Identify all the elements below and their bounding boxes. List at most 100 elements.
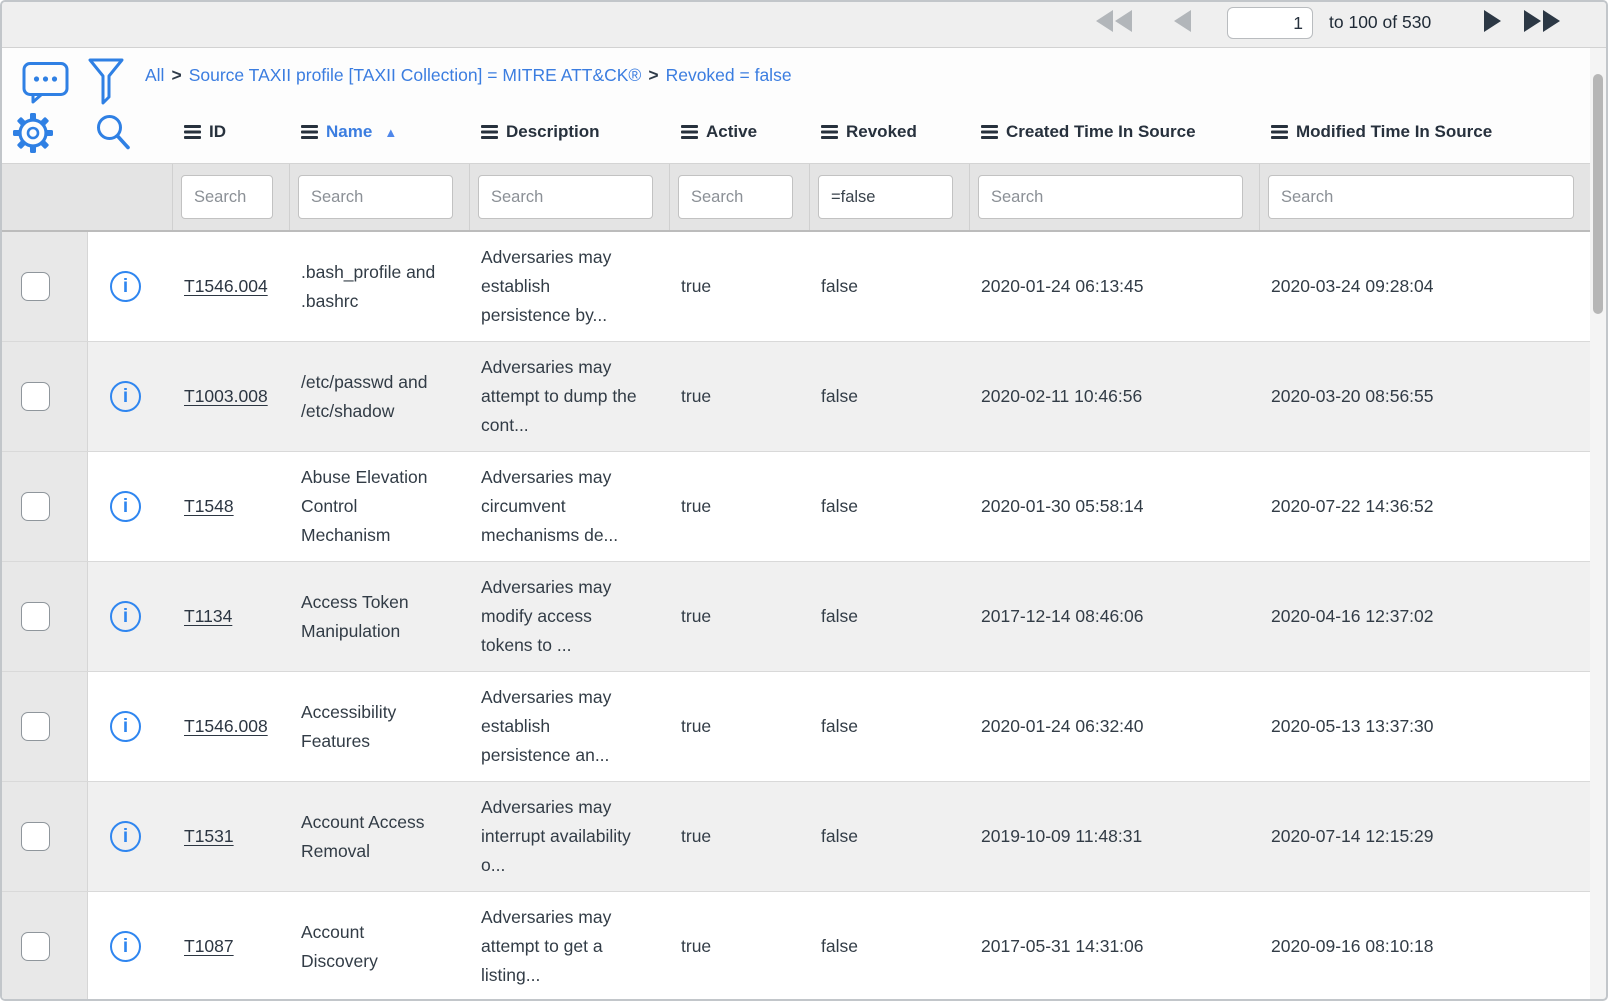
filter-funnel-icon (88, 58, 124, 105)
breadcrumb-link-taxii-collection[interactable]: Source TAXII profile [TAXII Collection] … (188, 65, 642, 85)
name-cell: Account Discovery (301, 921, 378, 971)
revoked-filter-input[interactable] (818, 175, 953, 219)
description-filter-input[interactable] (478, 175, 653, 219)
table-row: i T1548 Abuse Elevation Control Mechanis… (2, 452, 1590, 562)
record-id-link[interactable]: T1546.004 (184, 276, 268, 296)
active-cell: true (681, 386, 712, 406)
column-menu-icon[interactable] (681, 125, 698, 139)
column-header-label: Name (326, 122, 373, 141)
created-time-cell: 2017-05-31 14:31:06 (981, 936, 1144, 956)
id-cell: T1531 (172, 822, 289, 851)
column-menu-icon[interactable] (981, 125, 998, 139)
next-page-button[interactable] (1484, 9, 1506, 33)
info-cell: i (88, 711, 172, 742)
info-icon[interactable]: i (110, 601, 141, 632)
name-filter-input[interactable] (298, 175, 453, 219)
column-header-label: Modified Time In Source (1296, 122, 1493, 141)
row-checkbox[interactable] (21, 602, 50, 631)
info-icon[interactable]: i (110, 931, 141, 962)
vertical-scrollbar-thumb[interactable] (1593, 74, 1603, 314)
last-page-button[interactable] (1524, 9, 1564, 33)
row-checkbox[interactable] (21, 382, 50, 411)
checkbox-cell (2, 782, 88, 891)
breadcrumb-link-all[interactable]: All (145, 65, 165, 85)
modified-time-cell: 2020-03-24 09:28:04 (1271, 276, 1434, 296)
list-settings-button[interactable] (12, 112, 54, 157)
revoked-cell: false (821, 716, 858, 736)
row-checkbox[interactable] (21, 492, 50, 521)
info-cell: i (88, 271, 172, 302)
modified-filter-input[interactable] (1268, 175, 1574, 219)
created-filter-input[interactable] (978, 175, 1243, 219)
description-cell: Adversaries may circumvent mechanisms de… (481, 467, 619, 545)
first-page-button[interactable] (1096, 9, 1136, 33)
record-id-link[interactable]: T1531 (184, 826, 234, 846)
column-menu-icon[interactable] (821, 125, 838, 139)
row-checkbox[interactable] (21, 932, 50, 961)
info-icon[interactable]: i (110, 271, 141, 302)
column-menu-icon[interactable] (184, 125, 201, 139)
active-cell: true (681, 716, 712, 736)
column-header-active[interactable]: Active (669, 122, 809, 142)
modified-time-cell: 2020-03-20 08:56:55 (1271, 386, 1434, 406)
info-icon[interactable]: i (110, 491, 141, 522)
id-cell: T1087 (172, 932, 289, 961)
filter-button[interactable] (87, 57, 125, 110)
modified-time-cell: 2020-09-16 08:10:18 (1271, 936, 1434, 956)
name-cell: Accessibility Features (301, 701, 397, 751)
created-time-cell: 2017-12-14 08:46:06 (981, 606, 1144, 626)
row-checkbox[interactable] (21, 272, 50, 301)
description-cell: Adversaries may modify access tokens to … (481, 577, 612, 655)
modified-time-cell: 2020-07-22 14:36:52 (1271, 496, 1434, 516)
column-header-label: Active (706, 122, 758, 141)
table-row: i T1546.004 .bash_profile and .bashrc Ad… (2, 232, 1590, 342)
info-cell: i (88, 491, 172, 522)
column-header-modified-time[interactable]: Modified Time In Source (1259, 122, 1590, 142)
checkbox-cell (2, 232, 88, 341)
breadcrumb-link-revoked-false[interactable]: Revoked = false (665, 65, 792, 85)
table-row: i T1134 Access Token Manipulation Advers… (2, 562, 1590, 672)
column-header-name[interactable]: Name ▲ (289, 122, 469, 142)
pagination-range-label: to 100 of 530 (1329, 12, 1432, 32)
checkbox-cell (2, 672, 88, 781)
record-id-link[interactable]: T1003.008 (184, 386, 268, 406)
info-cell: i (88, 381, 172, 412)
name-cell: Account Access Removal (301, 811, 425, 861)
checkbox-cell (2, 452, 88, 561)
row-checkbox[interactable] (21, 712, 50, 741)
record-id-link[interactable]: T1546.008 (184, 716, 268, 736)
gear-icon (13, 113, 53, 153)
created-time-cell: 2020-02-11 10:46:56 (981, 386, 1143, 406)
table-row: i T1531 Account Access Removal Adversari… (2, 782, 1590, 892)
column-menu-icon[interactable] (481, 125, 498, 139)
column-header-created-time[interactable]: Created Time In Source (969, 122, 1259, 142)
name-cell: /etc/passwd and /etc/shadow (301, 371, 428, 421)
info-icon[interactable]: i (110, 381, 141, 412)
info-cell: i (88, 931, 172, 962)
info-icon[interactable]: i (110, 711, 141, 742)
previous-page-button[interactable] (1174, 9, 1196, 33)
active-filter-input[interactable] (678, 175, 793, 219)
column-header-id[interactable]: ID (172, 122, 289, 142)
page-number-input[interactable] (1227, 7, 1313, 39)
record-id-link[interactable]: T1087 (184, 936, 234, 956)
revoked-cell: false (821, 936, 858, 956)
info-icon[interactable]: i (110, 821, 141, 852)
description-cell: Adversaries may attempt to dump the cont… (481, 357, 637, 435)
created-time-cell: 2020-01-30 05:58:14 (981, 496, 1144, 516)
breadcrumb-separator: > (648, 65, 659, 85)
column-header-description[interactable]: Description (469, 122, 669, 142)
row-checkbox[interactable] (21, 822, 50, 851)
column-header-revoked[interactable]: Revoked (809, 122, 969, 142)
created-time-cell: 2019-10-09 11:48:31 (981, 826, 1143, 846)
comments-button[interactable] (22, 61, 70, 108)
column-menu-icon[interactable] (1271, 125, 1288, 139)
column-header-label: Created Time In Source (1006, 122, 1196, 141)
double-left-arrow-icon (1096, 10, 1132, 32)
column-header-label: ID (209, 122, 226, 141)
column-menu-icon[interactable] (301, 125, 318, 139)
id-filter-input[interactable] (181, 175, 273, 219)
record-id-link[interactable]: T1134 (184, 606, 233, 626)
record-id-link[interactable]: T1548 (184, 496, 234, 516)
list-search-button[interactable] (94, 112, 132, 155)
